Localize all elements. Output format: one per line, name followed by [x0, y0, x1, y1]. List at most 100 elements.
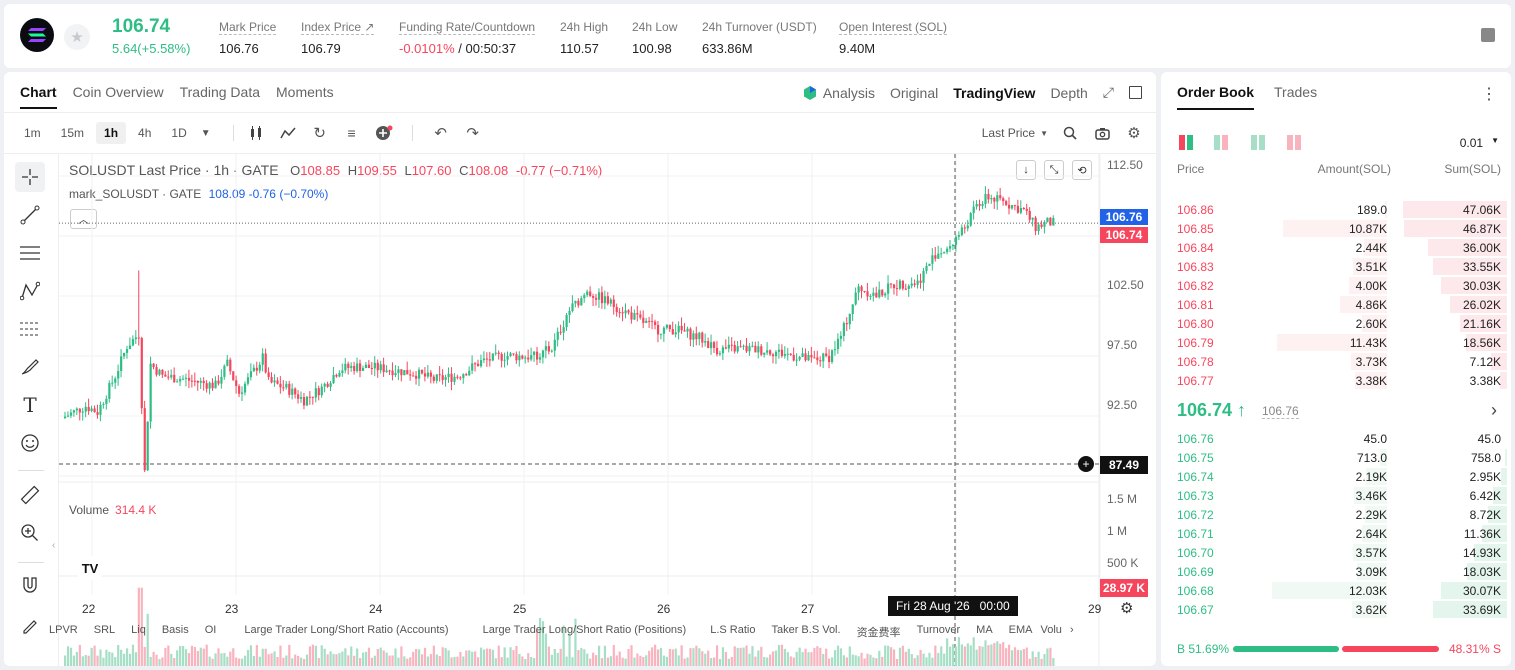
indicator-ls-positions[interactable]: Large Trader Long/Short Ratio (Positions… [482, 624, 687, 636]
indicator-lpvr[interactable]: LPVR [49, 624, 78, 636]
pattern-icon[interactable] [15, 276, 45, 306]
tab-trading-data[interactable]: Trading Data [179, 84, 261, 100]
stat-index-price[interactable]: Index Price ↗ 106.79 [301, 20, 375, 56]
ask-row[interactable]: 106.83 3.51K 33.55K [1161, 257, 1511, 276]
ask-row[interactable]: 106.80 2.60K 21.16K [1161, 314, 1511, 333]
bid-row[interactable]: 106.71 2.64K 11.36K [1161, 524, 1511, 543]
redo-icon[interactable]: ↷ [466, 125, 479, 142]
camera-icon[interactable] [1092, 123, 1112, 143]
indicator-ema[interactable]: EMA [1008, 624, 1033, 636]
indicator-ls-ratio[interactable]: L.S Ratio [710, 624, 756, 636]
bid-row[interactable]: 106.67 3.62K 33.69K [1161, 600, 1511, 619]
scroll-down-icon[interactable]: ↓ [1016, 160, 1036, 180]
tab-moments[interactable]: Moments [276, 84, 334, 100]
undo-icon[interactable]: ↶ [434, 125, 447, 142]
zoom-in-icon[interactable] [15, 518, 45, 548]
lock-draw-icon[interactable] [15, 610, 45, 640]
ask-row[interactable]: 106.79 11.43K 18.56K [1161, 333, 1511, 352]
book-layout-bids-icon[interactable] [1214, 135, 1228, 150]
collapse-toolbar-icon[interactable]: ‹ [52, 540, 56, 551]
volume-bar [966, 643, 969, 666]
brush-icon[interactable] [15, 352, 45, 382]
last-price-select[interactable]: Last Price ▼ [981, 126, 1048, 140]
indicators-icon[interactable] [278, 123, 298, 143]
timeframe-dropdown-icon[interactable]: ▼ [200, 127, 211, 139]
ask-row[interactable]: 106.78 3.73K 7.12K [1161, 352, 1511, 371]
bid-row[interactable]: 106.72 2.29K 8.72K [1161, 505, 1511, 524]
view-original[interactable]: Original [889, 84, 939, 101]
ask-row[interactable]: 106.84 2.44K 36.00K [1161, 238, 1511, 257]
crosshair-icon[interactable] [15, 162, 45, 192]
precision-select[interactable]: 0.01 ▼ [1459, 136, 1499, 150]
fib-retracement-icon[interactable] [15, 314, 45, 344]
indicator-volume[interactable]: Volu [1040, 624, 1062, 636]
notebook-icon[interactable] [1481, 28, 1495, 42]
tab-coin-overview[interactable]: Coin Overview [72, 84, 164, 100]
tab-order-book[interactable]: Order Book [1177, 84, 1255, 110]
indicator-liq[interactable]: Liq [131, 624, 146, 636]
price-chart[interactable] [59, 154, 1154, 666]
view-tradingview[interactable]: TradingView [953, 84, 1036, 101]
collapse-legend-button[interactable]: ︿ [70, 209, 97, 229]
magnet-icon[interactable] [15, 570, 45, 600]
timeframe-4h[interactable]: 4h [138, 126, 152, 140]
volume-bar [751, 646, 754, 666]
ruler-icon[interactable] [15, 480, 45, 510]
gear-icon[interactable]: ⚙ [1127, 125, 1141, 142]
bid-row[interactable]: 106.69 3.09K 18.03K [1161, 562, 1511, 581]
candle-body [677, 325, 680, 333]
ask-row[interactable]: 106.82 4.00K 30.03K [1161, 276, 1511, 295]
add-order-icon[interactable]: + [1078, 456, 1094, 472]
timeframe-1h[interactable]: 1h [96, 122, 127, 144]
timeframe-1d[interactable]: 1D [171, 126, 187, 140]
chart-settings-icon[interactable]: ⚙ [1120, 600, 1134, 617]
fullscreen-chart-icon[interactable]: ⤡ [1044, 160, 1064, 180]
timeframe-15m[interactable]: 15m [60, 126, 85, 140]
indicator-funding[interactable]: 资金费率 [856, 627, 901, 639]
window-icon[interactable] [1129, 86, 1142, 99]
book-layout-asks-icon[interactable] [1251, 135, 1265, 150]
indicator-ma[interactable]: MA [976, 624, 993, 636]
add-alert-icon[interactable] [374, 123, 394, 143]
ask-row[interactable]: 106.77 3.38K 3.38K [1161, 371, 1511, 390]
chevron-right-icon[interactable]: › [1491, 400, 1497, 420]
candle-type-icon[interactable] [246, 123, 266, 143]
indicator-oi[interactable]: OI [204, 624, 217, 636]
bid-row[interactable]: 106.76 45.0 45.0 [1161, 429, 1511, 448]
analysis-button[interactable]: Analysis [802, 85, 875, 101]
volume-bar [344, 648, 347, 666]
favorite-star-icon[interactable]: ★ [64, 24, 90, 50]
chevron-right-icon[interactable]: › [1069, 624, 1074, 636]
indicator-turnover[interactable]: Turnover [916, 624, 961, 636]
bid-row[interactable]: 106.73 3.46K 6.42K [1161, 486, 1511, 505]
ask-row[interactable]: 106.81 4.86K 26.02K [1161, 295, 1511, 314]
view-depth[interactable]: Depth [1050, 84, 1088, 101]
volume-bar [503, 647, 506, 666]
text-tool-icon[interactable]: T [23, 393, 37, 417]
emoji-icon[interactable] [15, 428, 45, 458]
tab-chart[interactable]: Chart [20, 84, 57, 109]
templates-icon[interactable]: ≡ [347, 125, 356, 141]
indicator-ls-accounts[interactable]: Large Trader Long/Short Ratio (Accounts) [244, 624, 449, 636]
compare-icon[interactable]: ↻ [313, 125, 326, 142]
bid-row[interactable]: 106.75 713.0 758.0 [1161, 448, 1511, 467]
horizontal-lines-icon[interactable] [15, 238, 45, 268]
indicator-basis[interactable]: Basis [161, 624, 189, 636]
more-icon[interactable]: ⋮ [1481, 86, 1497, 103]
tab-trades[interactable]: Trades [1274, 84, 1318, 100]
indicator-srl[interactable]: SRL [93, 624, 116, 636]
candle-body [934, 255, 937, 259]
indicator-taker-vol[interactable]: Taker B.S Vol. [771, 624, 841, 636]
ask-row[interactable]: 106.85 10.87K 46.87K [1161, 219, 1511, 238]
expand-icon[interactable]: ⤢ [1102, 84, 1114, 100]
book-layout-both-icon[interactable] [1179, 135, 1193, 150]
refresh-icon[interactable]: ⟲ [1072, 160, 1092, 180]
bid-row[interactable]: 106.74 2.19K 2.95K [1161, 467, 1511, 486]
book-layout-split-icon[interactable] [1287, 135, 1301, 150]
ask-row[interactable]: 106.86 189.0 47.06K [1161, 200, 1511, 219]
search-icon[interactable] [1060, 123, 1080, 143]
bid-row[interactable]: 106.68 12.03K 30.07K [1161, 581, 1511, 600]
bid-row[interactable]: 106.70 3.57K 14.93K [1161, 543, 1511, 562]
timeframe-1m[interactable]: 1m [24, 126, 41, 140]
trend-line-icon[interactable] [15, 200, 45, 230]
